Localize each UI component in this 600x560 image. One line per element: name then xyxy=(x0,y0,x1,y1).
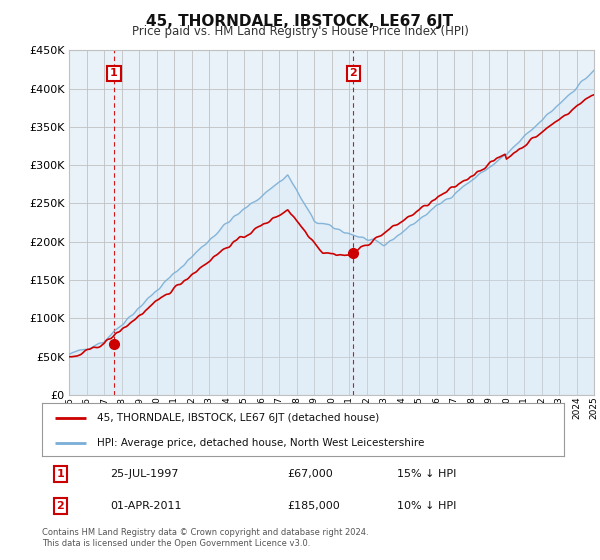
Text: 45, THORNDALE, IBSTOCK, LE67 6JT (detached house): 45, THORNDALE, IBSTOCK, LE67 6JT (detach… xyxy=(97,413,379,423)
Text: 45, THORNDALE, IBSTOCK, LE67 6JT: 45, THORNDALE, IBSTOCK, LE67 6JT xyxy=(146,14,454,29)
Text: Contains HM Land Registry data © Crown copyright and database right 2024.
This d: Contains HM Land Registry data © Crown c… xyxy=(42,528,368,548)
Text: 15% ↓ HPI: 15% ↓ HPI xyxy=(397,469,457,479)
Text: 2: 2 xyxy=(56,501,64,511)
Text: 10% ↓ HPI: 10% ↓ HPI xyxy=(397,501,457,511)
Text: 1: 1 xyxy=(56,469,64,479)
Text: 2: 2 xyxy=(349,68,357,78)
Text: HPI: Average price, detached house, North West Leicestershire: HPI: Average price, detached house, Nort… xyxy=(97,438,424,448)
Text: Price paid vs. HM Land Registry's House Price Index (HPI): Price paid vs. HM Land Registry's House … xyxy=(131,25,469,38)
Text: £185,000: £185,000 xyxy=(287,501,340,511)
Text: 1: 1 xyxy=(110,68,118,78)
Text: 25-JUL-1997: 25-JUL-1997 xyxy=(110,469,178,479)
Text: £67,000: £67,000 xyxy=(287,469,333,479)
Text: 01-APR-2011: 01-APR-2011 xyxy=(110,501,181,511)
